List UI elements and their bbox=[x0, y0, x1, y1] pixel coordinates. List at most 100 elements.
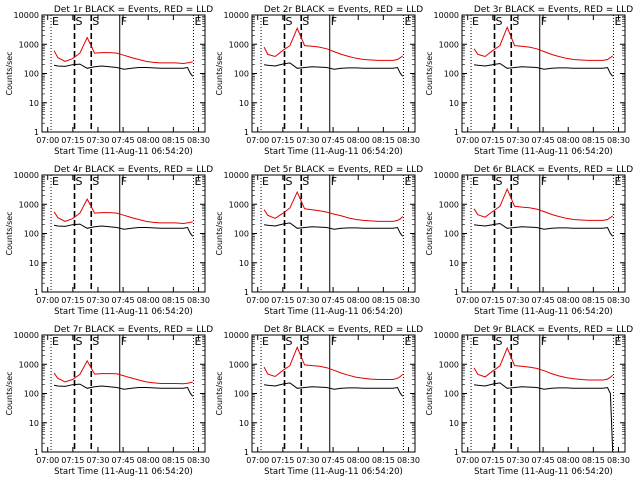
x-tick-label: 08:30 bbox=[607, 296, 630, 305]
y-tick-label: 1000 bbox=[439, 40, 459, 49]
y-tick-label: 100 bbox=[444, 70, 459, 79]
detector-panel: Det 1r BLACK = Events, RED = LLD 1 10 100 10… bbox=[5, 5, 213, 157]
y-tick-label: 10000 bbox=[14, 171, 39, 180]
x-tick-label: 08:15 bbox=[372, 136, 395, 145]
x-axis-label: Start Time (11-Aug-11 06:54:20) bbox=[264, 467, 403, 477]
lld-series-line bbox=[53, 36, 193, 65]
panel-title: Det 4r BLACK = Events, RED = LLD bbox=[54, 165, 213, 175]
x-axis-label: Start Time (11-Aug-11 06:54:20) bbox=[474, 467, 613, 477]
lld-series-line bbox=[263, 27, 403, 61]
event-marker-label: S bbox=[512, 175, 519, 188]
y-tick-label: 1 bbox=[244, 128, 249, 137]
y-tick-label: 10000 bbox=[434, 11, 459, 20]
event-marker-label: S bbox=[302, 15, 309, 28]
x-tick-label: 07:00 bbox=[36, 456, 59, 465]
x-tick-label: 08:30 bbox=[187, 136, 210, 145]
panel-title: Det 8r BLACK = Events, RED = LLD bbox=[264, 325, 423, 335]
event-marker-label: E bbox=[262, 15, 269, 28]
y-axis-label: Counts/sec bbox=[5, 51, 14, 95]
y-tick-label: 1 bbox=[34, 448, 39, 457]
x-tick-label: 07:30 bbox=[296, 296, 319, 305]
x-tick-label: 07:15 bbox=[481, 136, 504, 145]
detector-panel: Det 8r BLACK = Events, RED = LLD 1 10 100 10… bbox=[215, 325, 423, 477]
x-tick-label: 07:45 bbox=[532, 456, 555, 465]
event-marker-label: E bbox=[404, 335, 411, 348]
y-tick-label: 1000 bbox=[229, 40, 249, 49]
event-marker-label: S bbox=[76, 15, 83, 28]
y-axis-label: Counts/sec bbox=[425, 51, 434, 95]
x-tick-label: 08:00 bbox=[137, 296, 160, 305]
y-tick-label: 1000 bbox=[229, 360, 249, 369]
x-tick-label: 08:15 bbox=[162, 136, 185, 145]
event-marker-label: S bbox=[302, 335, 309, 348]
event-marker-label: S bbox=[92, 175, 99, 188]
y-axis-label: Counts/sec bbox=[5, 211, 14, 255]
x-tick-label: 08:15 bbox=[582, 296, 605, 305]
event-marker-label: E bbox=[614, 15, 621, 28]
y-tick-label: 10 bbox=[29, 259, 39, 268]
event-marker-label: S bbox=[76, 335, 83, 348]
x-axis-label: Start Time (11-Aug-11 06:54:20) bbox=[474, 307, 613, 317]
event-marker-label: E bbox=[52, 335, 59, 348]
events-series-line bbox=[54, 383, 194, 397]
event-marker-label: E bbox=[404, 15, 411, 28]
detector-panel: Det 3r BLACK = Events, RED = LLD 1 10 100 10… bbox=[425, 5, 633, 157]
y-tick-label: 1000 bbox=[19, 360, 39, 369]
y-tick-label: 1 bbox=[34, 288, 39, 297]
event-marker-label: S bbox=[512, 15, 519, 28]
y-tick-label: 1000 bbox=[19, 200, 39, 209]
event-marker-label: E bbox=[614, 175, 621, 188]
event-marker-label: E bbox=[404, 175, 411, 188]
event-marker-label: E bbox=[52, 15, 59, 28]
y-tick-label: 100 bbox=[24, 70, 39, 79]
x-axis-label: Start Time (11-Aug-11 06:54:20) bbox=[54, 147, 193, 157]
y-tick-label: 10000 bbox=[224, 331, 249, 340]
y-tick-label: 1 bbox=[454, 448, 459, 457]
x-tick-label: 07:00 bbox=[246, 136, 269, 145]
panel-title: Det 2r BLACK = Events, RED = LLD bbox=[264, 5, 423, 15]
y-tick-label: 100 bbox=[444, 390, 459, 399]
event-marker-label: E bbox=[472, 15, 479, 28]
y-tick-label: 1 bbox=[454, 128, 459, 137]
y-tick-label: 10 bbox=[239, 419, 249, 428]
event-marker-label: E bbox=[262, 175, 269, 188]
x-tick-label: 08:00 bbox=[347, 296, 370, 305]
x-axis-label: Start Time (11-Aug-11 06:54:20) bbox=[264, 307, 403, 317]
y-tick-label: 100 bbox=[234, 70, 249, 79]
plot-frame bbox=[461, 174, 626, 293]
y-tick-label: 10 bbox=[29, 419, 39, 428]
y-tick-label: 1 bbox=[34, 128, 39, 137]
x-tick-label: 08:00 bbox=[137, 136, 160, 145]
x-tick-label: 08:15 bbox=[372, 456, 395, 465]
event-marker-label: S bbox=[76, 175, 83, 188]
event-marker-label: E bbox=[262, 335, 269, 348]
event-marker-label: E bbox=[472, 335, 479, 348]
x-tick-label: 07:45 bbox=[112, 136, 135, 145]
x-tick-label: 07:00 bbox=[456, 456, 479, 465]
events-series-line bbox=[54, 223, 194, 237]
x-tick-label: 08:15 bbox=[582, 456, 605, 465]
x-tick-label: 08:30 bbox=[397, 136, 420, 145]
plot-frame bbox=[461, 334, 626, 453]
x-tick-label: 08:15 bbox=[582, 136, 605, 145]
y-tick-label: 10 bbox=[449, 259, 459, 268]
y-tick-label: 100 bbox=[24, 390, 39, 399]
x-tick-label: 08:00 bbox=[347, 456, 370, 465]
y-tick-label: 1 bbox=[454, 288, 459, 297]
x-tick-label: 07:45 bbox=[112, 296, 135, 305]
y-tick-label: 10 bbox=[449, 99, 459, 108]
x-axis-label: Start Time (11-Aug-11 06:54:20) bbox=[54, 307, 193, 317]
panel-title: Det 6r BLACK = Events, RED = LLD bbox=[474, 165, 633, 175]
y-tick-label: 1000 bbox=[19, 40, 39, 49]
y-axis-label: Counts/sec bbox=[425, 211, 434, 255]
lld-series-line bbox=[53, 359, 193, 385]
event-marker-label: S bbox=[496, 175, 503, 188]
lld-series-line bbox=[473, 187, 613, 221]
y-tick-label: 10000 bbox=[434, 331, 459, 340]
event-marker-label: S bbox=[496, 15, 503, 28]
event-marker-label: E bbox=[472, 175, 479, 188]
y-tick-label: 10000 bbox=[14, 11, 39, 20]
detector-panel: Det 5r BLACK = Events, RED = LLD 1 10 100 10… bbox=[215, 165, 423, 317]
lld-series-line bbox=[473, 25, 613, 61]
